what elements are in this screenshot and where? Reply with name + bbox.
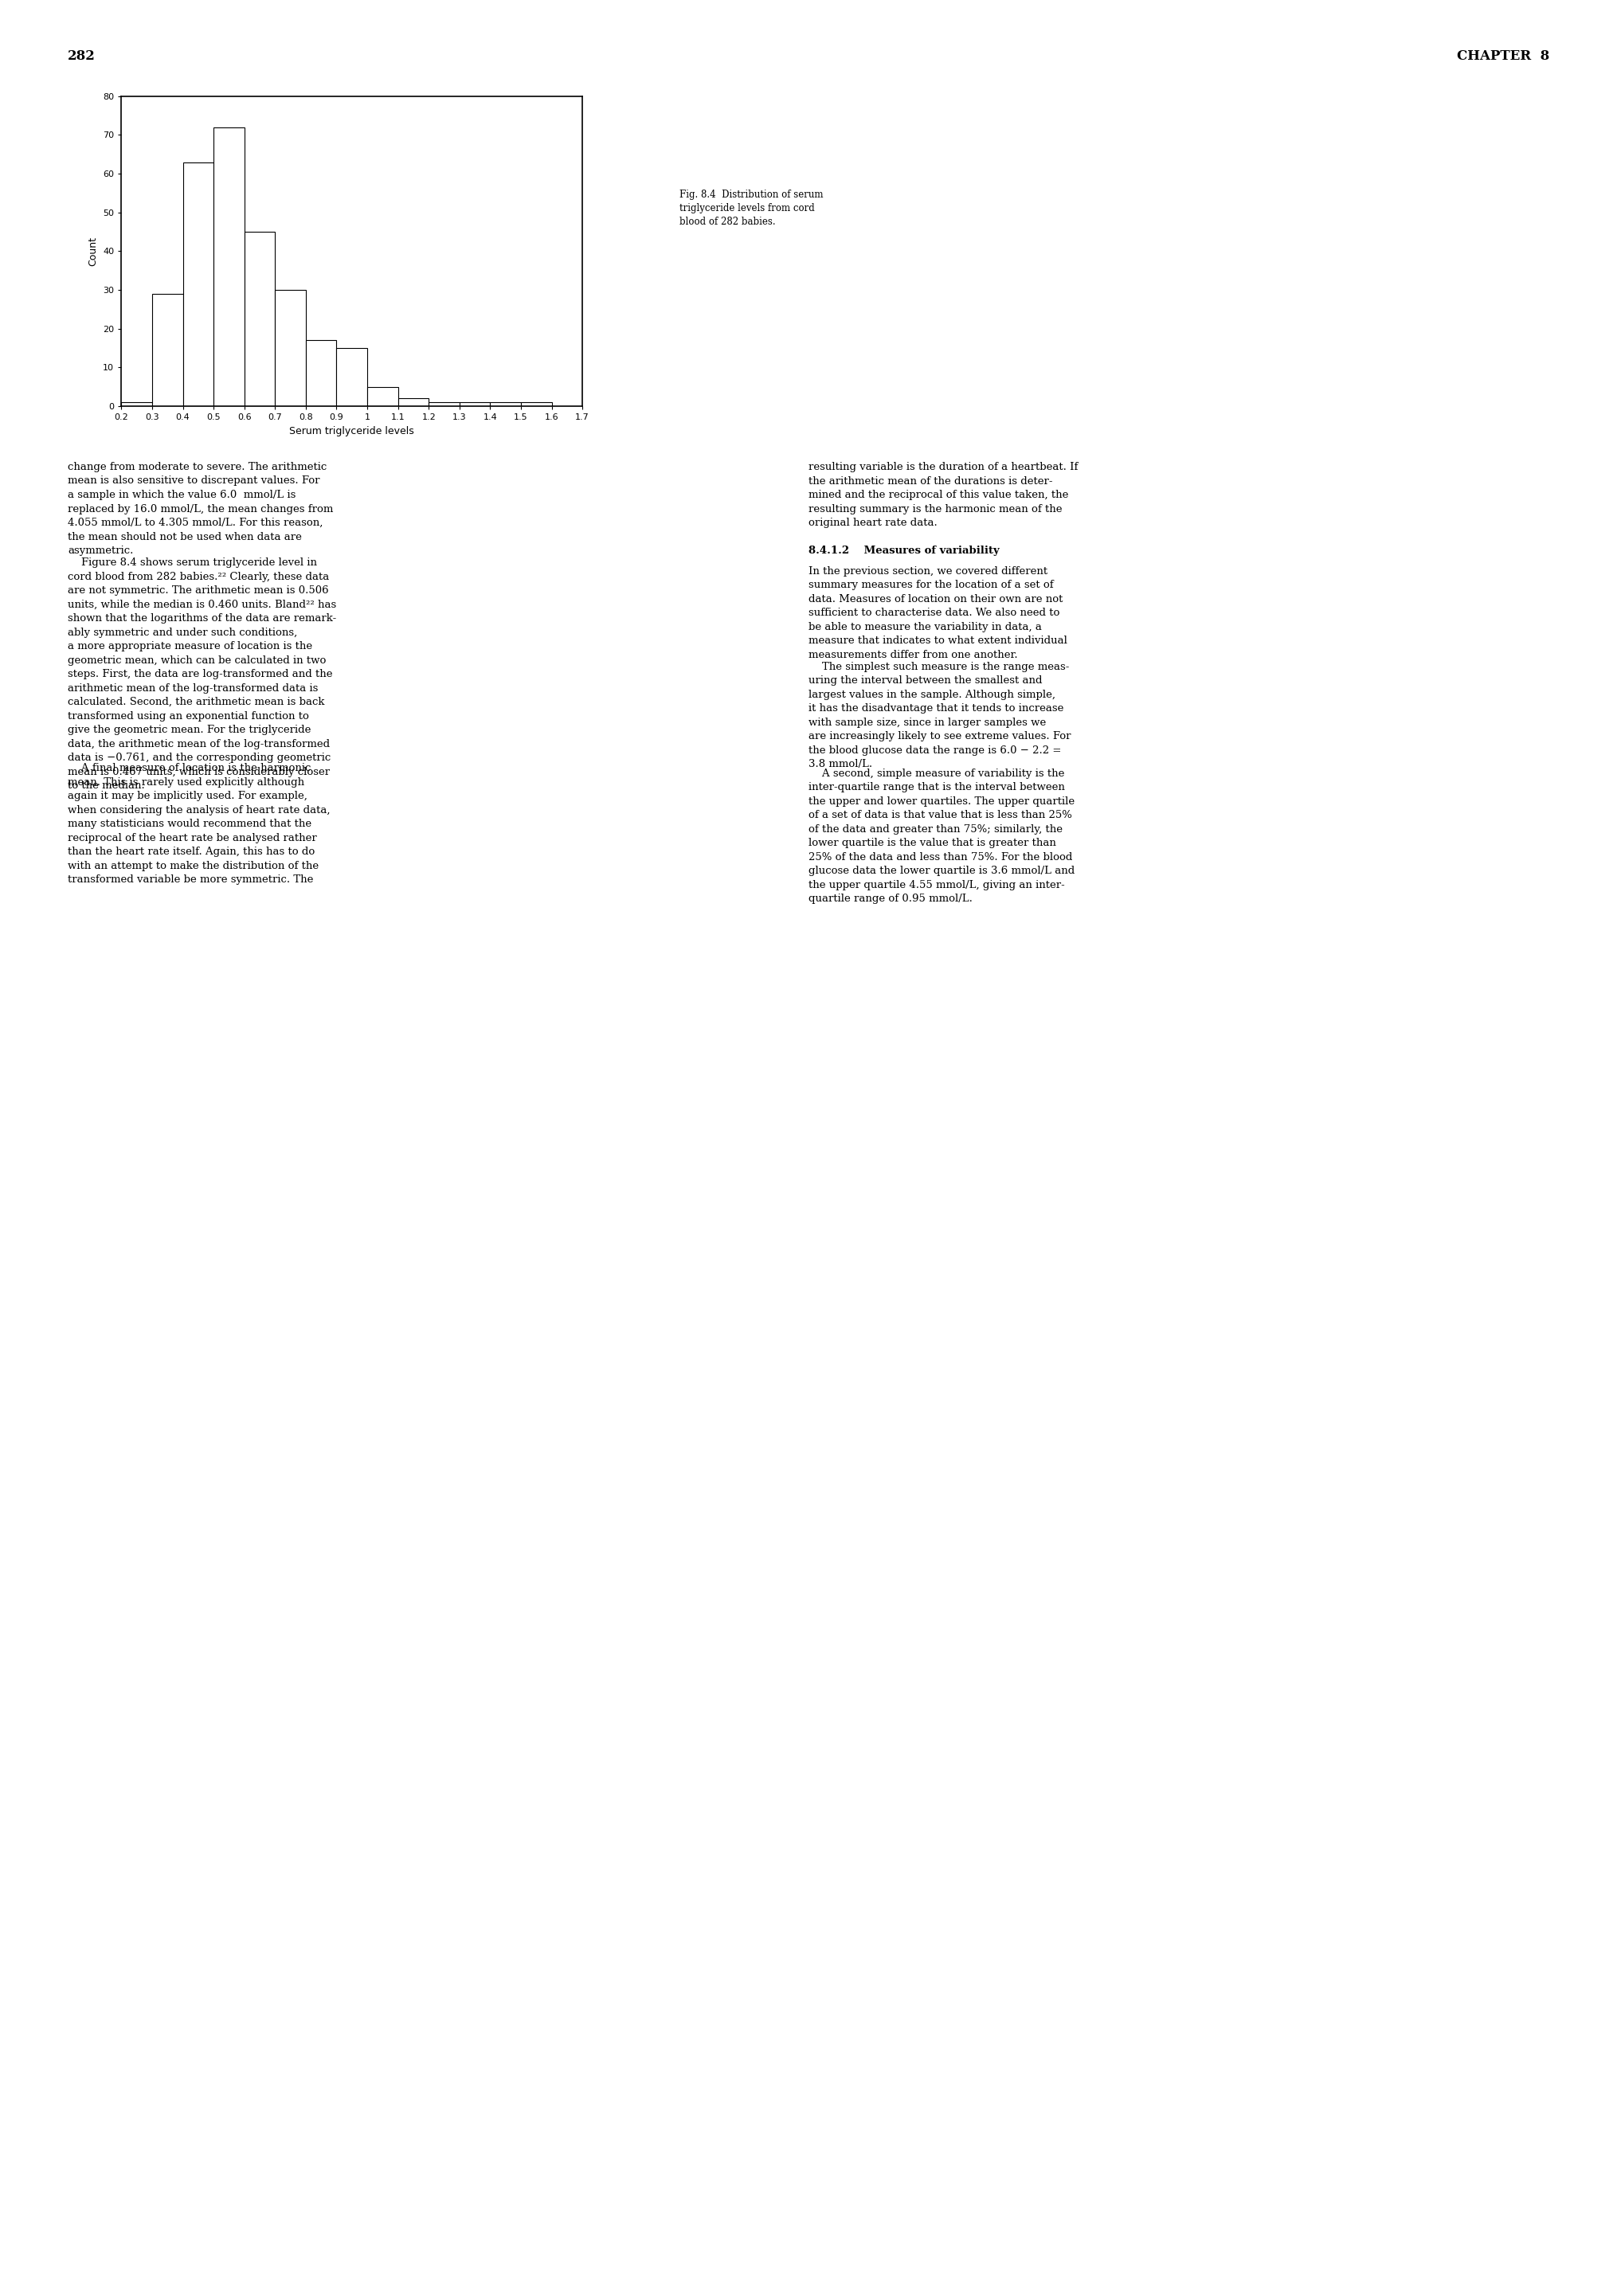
Text: 282: 282: [68, 51, 95, 62]
Text: In the previous section, we covered different
summary measures for the location : In the previous section, we covered diff…: [808, 565, 1067, 659]
Bar: [306, 340, 336, 406]
Bar: [459, 402, 490, 406]
Y-axis label: Count: Count: [87, 236, 99, 266]
Text: Figure 8.4 shows serum triglyceride level in
cord blood from 282 babies.²² Clear: Figure 8.4 shows serum triglyceride leve…: [68, 558, 336, 790]
Text: change from moderate to severe. The arithmetic
mean is also sensitive to discrep: change from moderate to severe. The arit…: [68, 461, 333, 556]
Text: The simplest such measure is the range meas-
uring the interval between the smal: The simplest such measure is the range m…: [808, 661, 1070, 769]
Bar: [213, 126, 244, 406]
Text: Fig. 8.4  Distribution of serum
triglyceride levels from cord
blood of 282 babie: Fig. 8.4 Distribution of serum triglycer…: [679, 191, 823, 227]
Bar: [398, 400, 429, 406]
Bar: [152, 294, 183, 406]
Bar: [429, 402, 459, 406]
Bar: [367, 386, 398, 406]
Text: A second, simple measure of variability is the
inter-quartile range that is the : A second, simple measure of variability …: [808, 769, 1075, 905]
Text: resulting variable is the duration of a heartbeat. If
the arithmetic mean of the: resulting variable is the duration of a …: [808, 461, 1079, 528]
Bar: [183, 163, 213, 406]
Bar: [244, 232, 275, 406]
Bar: [275, 289, 306, 406]
Text: A final measure of location is the harmonic
mean. This is rarely used explicitly: A final measure of location is the harmo…: [68, 762, 330, 884]
Bar: [336, 349, 367, 406]
Text: 8.4.1.2    Measures of variability: 8.4.1.2 Measures of variability: [808, 544, 999, 556]
Bar: [521, 402, 551, 406]
Bar: [121, 402, 152, 406]
Bar: [490, 402, 521, 406]
Text: CHAPTER  8: CHAPTER 8: [1457, 51, 1549, 62]
X-axis label: Serum triglyceride levels: Serum triglyceride levels: [289, 425, 414, 436]
